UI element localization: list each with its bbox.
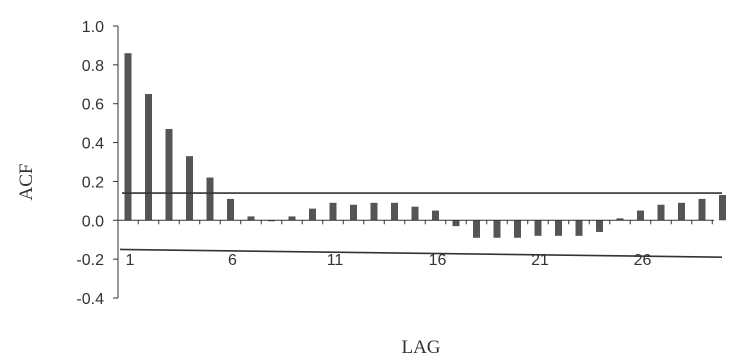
acf-bar [124, 53, 132, 221]
lower-confidence-line [119, 248, 723, 258]
acf-bar [145, 94, 152, 221]
acf-bar [637, 210, 644, 221]
acf-bar [165, 128, 173, 221]
acf-bar [493, 220, 501, 238]
acf-bar [575, 220, 583, 236]
y-tick-label: -0.2 [76, 252, 104, 269]
acf-bar [678, 202, 685, 221]
y-tick-label: 0.8 [82, 58, 104, 75]
x-tick-label: 11 [327, 252, 344, 269]
acf-bar [350, 204, 357, 221]
acf-bar [719, 195, 726, 221]
acf-bar [616, 218, 624, 221]
confidence-lines [119, 192, 723, 258]
acf-bar [329, 202, 337, 221]
acf-bar [555, 220, 562, 236]
x-tick-label: 26 [634, 252, 652, 269]
acf-bar [288, 216, 296, 221]
acf-bar [370, 202, 378, 221]
acf-bar [391, 202, 398, 221]
y-tick-label: 0.2 [82, 174, 104, 191]
x-tick-label: 16 [429, 252, 447, 269]
acf-bar [514, 220, 521, 238]
y-tick-label: -0.4 [76, 291, 104, 308]
acf-bar [206, 177, 214, 221]
acf-bar [247, 216, 255, 221]
acf-bar [309, 208, 316, 221]
x-tick-label: 1 [126, 252, 135, 269]
y-tick-label: 1.0 [82, 19, 104, 36]
acf-bar [432, 210, 439, 221]
acf-bar [411, 206, 419, 221]
y-axis-title: ACF [16, 164, 37, 201]
y-axis: 1.0 0.8 0.6 0.4 0.2 0.0 -0.2 -0.4 [76, 19, 119, 308]
acf-bar [698, 198, 706, 221]
x-axis: 1 6 11 16 21 26 [118, 219, 714, 269]
x-axis-title: LAG [401, 337, 440, 357]
x-tick-label: 21 [531, 252, 549, 269]
acf-bar [186, 156, 193, 221]
acf-bar [534, 220, 542, 236]
y-tick-label: 0.6 [82, 97, 104, 114]
acf-bar [227, 198, 234, 221]
acf-bar [473, 220, 480, 238]
acf-bar [452, 220, 460, 227]
acf-bar [657, 204, 665, 221]
bars [124, 53, 726, 238]
x-tick-label: 6 [228, 252, 237, 269]
y-tick-label: 0.4 [82, 136, 104, 153]
y-tick-label: 0.0 [82, 213, 104, 230]
acf-bar [596, 220, 603, 232]
